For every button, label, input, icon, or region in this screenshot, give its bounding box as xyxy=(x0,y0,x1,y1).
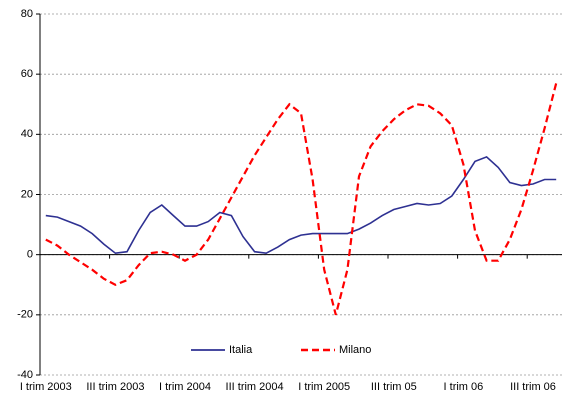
x-tick-label: I trim 2003 xyxy=(20,381,72,393)
x-tick-label: I trim 2004 xyxy=(159,381,211,393)
legend-label: Milano xyxy=(339,344,371,356)
y-tick-label: -20 xyxy=(17,309,33,321)
x-tick-label: III trim 2003 xyxy=(86,381,144,393)
y-tick-label: 20 xyxy=(21,188,33,200)
x-tick-label: I trim 2005 xyxy=(298,381,350,393)
legend-label: Italia xyxy=(229,344,253,356)
x-tick-label: I trim 06 xyxy=(444,381,484,393)
x-tick-label: III trim 2004 xyxy=(226,381,284,393)
y-tick-label: 0 xyxy=(27,249,33,261)
x-tick-label: III trim 05 xyxy=(371,381,417,393)
y-tick-label: 40 xyxy=(21,128,33,140)
y-tick-label: 80 xyxy=(21,8,33,20)
y-tick-label: 60 xyxy=(21,68,33,80)
series-line xyxy=(45,82,558,316)
x-tick-label: III trim 06 xyxy=(510,381,556,393)
y-tick-label: -40 xyxy=(17,369,33,381)
series-line xyxy=(45,155,557,255)
